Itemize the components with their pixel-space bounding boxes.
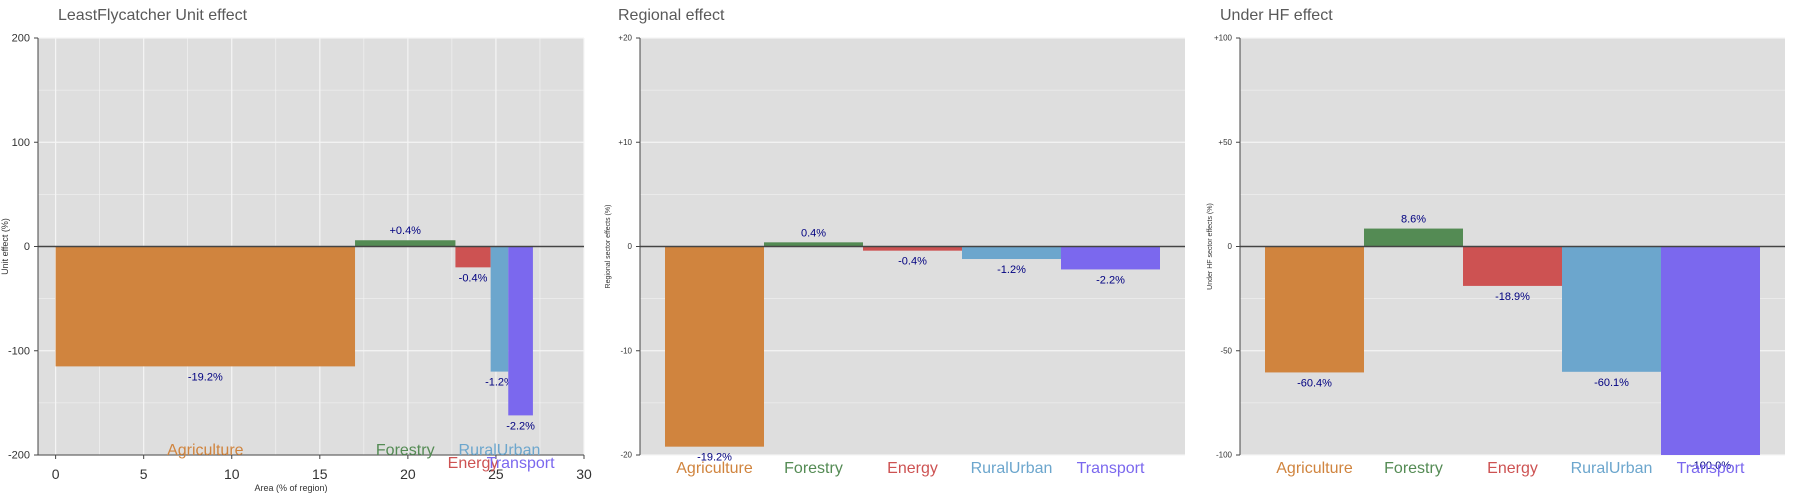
bar-value-label: -60.1%	[1594, 377, 1629, 389]
category-label: Transport	[1077, 460, 1145, 477]
y-tick-label: -200	[8, 450, 30, 462]
category-label: Agriculture	[167, 442, 244, 459]
bar-forestry	[355, 240, 456, 247]
category-label: Transport	[1677, 460, 1745, 477]
y-tick-label: -10	[620, 346, 632, 355]
x-tick-label: 30	[576, 466, 592, 482]
bar-ruralurban	[490, 246, 509, 372]
y-tick-label: 100	[12, 137, 30, 149]
bar-agriculture	[1265, 246, 1364, 373]
category-label: Agriculture	[676, 460, 753, 477]
bar-value-label: -19.2%	[697, 452, 732, 464]
category-label: Energy	[887, 460, 938, 477]
category-label: Forestry	[1384, 460, 1443, 477]
chart-panel-2: Regional effect +20 +10 0 -10 -20 Regional sec…	[605, 7, 1185, 477]
bar-value-label: -19.2%	[188, 371, 223, 383]
category-label: RuralUrban	[971, 460, 1053, 477]
chart-title: Regional effect	[618, 7, 725, 24]
x-tick-label: 10	[224, 466, 240, 482]
chart-title: LeastFlycatcher Unit effect	[58, 7, 248, 24]
y-tick-label: 0	[628, 242, 633, 251]
x-axis-label: Area (% of region)	[254, 483, 327, 493]
x-tick-label: 25	[488, 466, 504, 482]
x-tick-label: 15	[312, 466, 328, 482]
bar-value-label: +0.4%	[389, 225, 421, 237]
bar-forestry	[764, 242, 863, 247]
bar-transport	[508, 246, 533, 416]
bar-value-label: -60.4%	[1297, 377, 1332, 389]
chart-panel-1: LeastFlycatcher Unit effect2001000-100-2…	[0, 7, 592, 493]
y-tick-label: +20	[618, 34, 632, 43]
bar-ruralurban	[962, 246, 1061, 260]
bar-energy	[1463, 246, 1562, 286]
bar-value-label: -2.2%	[506, 420, 535, 432]
bar-forestry	[1364, 228, 1463, 247]
x-tick-label: 20	[400, 466, 416, 482]
y-tick-label: 0	[24, 241, 30, 253]
category-label: Transport	[487, 455, 555, 472]
bar-value-label: -1.2%	[485, 377, 514, 389]
y-axis-label: Unit effect (%)	[0, 218, 10, 275]
y-tick-label: +10	[618, 138, 632, 147]
category-label: Forestry	[376, 442, 435, 459]
bar-value-label: -0.4%	[459, 272, 488, 284]
bar-value-label: -100.0%	[1690, 460, 1731, 472]
y-tick-label: +100	[1214, 34, 1233, 43]
bar-value-label: 0.4%	[801, 227, 826, 239]
bar-agriculture	[55, 246, 356, 367]
bar-transport	[1061, 246, 1160, 270]
category-label: RuralUrban	[1571, 460, 1653, 477]
bar-ruralurban	[1562, 246, 1661, 372]
bar-value-label: -0.4%	[898, 256, 927, 268]
bar-value-label: -18.9%	[1495, 291, 1530, 303]
bar-energy	[863, 246, 962, 251]
y-tick-label: 200	[12, 33, 30, 45]
category-label: Forestry	[784, 460, 843, 477]
y-tick-label: -100	[8, 345, 30, 357]
chart-title: Under HF effect	[1220, 7, 1333, 24]
y-tick-label: 0	[1228, 242, 1233, 251]
bar-value-label: 8.6%	[1401, 214, 1426, 226]
y-tick-label: +50	[1218, 138, 1232, 147]
y-tick-label: -100	[1216, 451, 1233, 460]
category-label: Energy	[1487, 460, 1538, 477]
category-label: Energy	[448, 455, 499, 472]
x-tick-label: 5	[140, 466, 148, 482]
y-tick-label: -20	[620, 451, 632, 460]
category-label: RuralUrban	[459, 442, 541, 459]
chart-panel-3: Under HF effect +100 +50 0 -50 -100 Under HF s…	[1207, 7, 1785, 477]
bar-value-label: -1.2%	[997, 264, 1026, 276]
y-tick-label: -50	[1220, 346, 1232, 355]
category-label: Agriculture	[1276, 460, 1353, 477]
y-axis-label: Under HF sector effects (%)	[1207, 203, 1214, 290]
x-tick-label: 0	[52, 466, 60, 482]
bar-transport	[1661, 246, 1760, 455]
bar-agriculture	[665, 246, 764, 447]
y-axis-label: Regional sector effects (%)	[605, 205, 612, 289]
bar-energy	[455, 246, 491, 268]
bar-value-label: -2.2%	[1096, 274, 1125, 286]
